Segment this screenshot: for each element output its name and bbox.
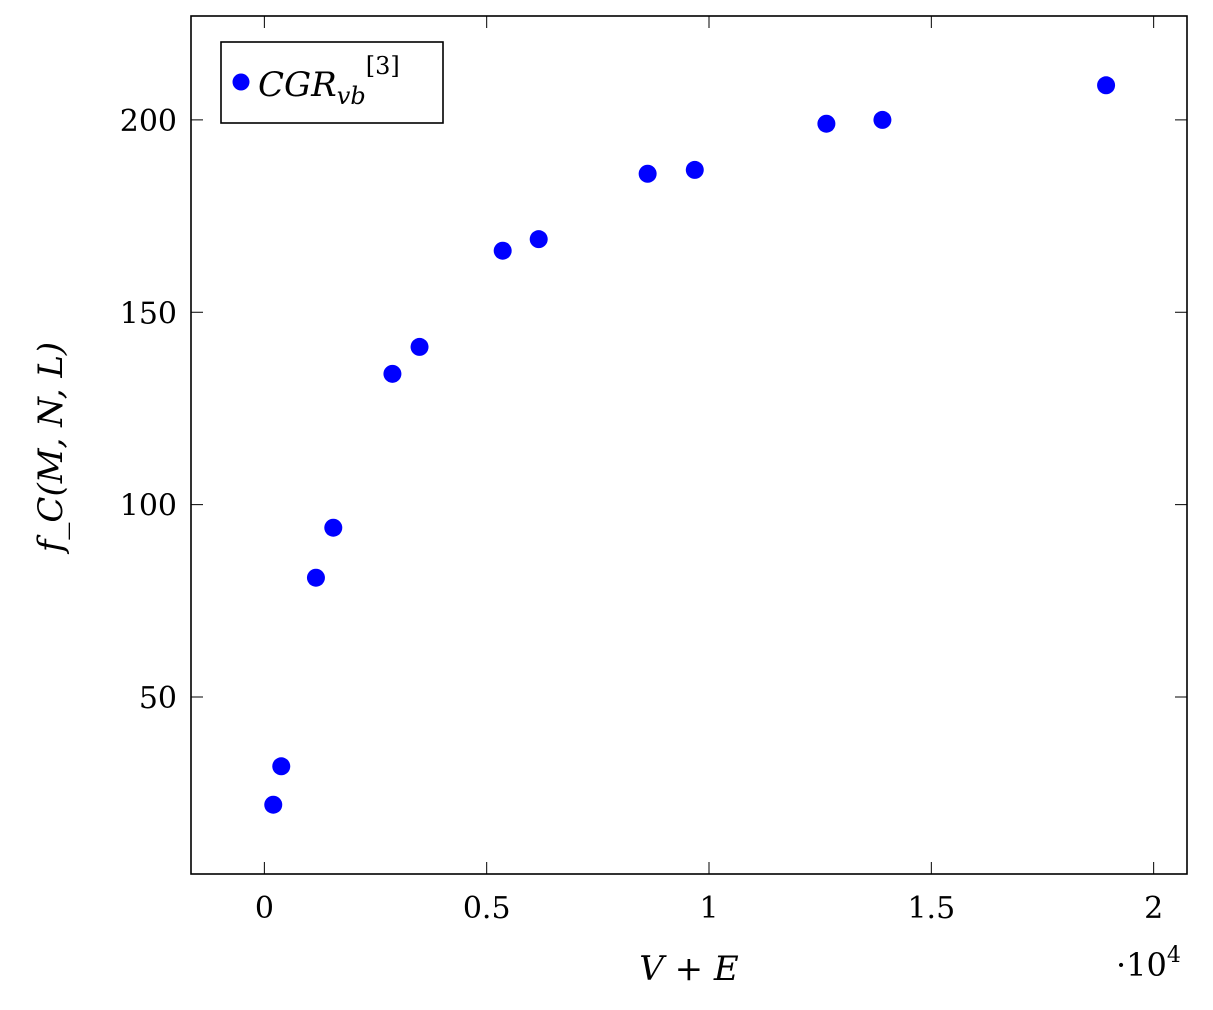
legend-marker xyxy=(232,73,250,91)
data-point xyxy=(493,241,512,260)
data-point xyxy=(383,364,402,383)
data-point xyxy=(638,164,657,183)
data-point xyxy=(272,757,291,776)
legend-entry: CGRvb[3] xyxy=(258,52,400,110)
x-tick-label: 0 xyxy=(255,891,274,926)
data-point xyxy=(324,518,343,537)
y-tick-label: 150 xyxy=(120,296,177,331)
data-point xyxy=(264,795,283,814)
x-tick-label: 1 xyxy=(699,891,718,926)
x-tick-label: 0.5 xyxy=(463,891,511,926)
y-tick-label: 50 xyxy=(139,681,177,716)
x-axis-multiplier-base: ·10 xyxy=(1116,946,1167,984)
y-axis-label: f_C(M, N, L) xyxy=(31,342,71,555)
legend: CGRvb[3] xyxy=(220,41,444,124)
legend-series-name: CGR xyxy=(258,65,337,105)
data-point xyxy=(529,230,548,249)
plot-frame xyxy=(190,15,1188,875)
axis-ticks xyxy=(191,16,1187,874)
data-point xyxy=(410,337,429,356)
legend-subscript: vb xyxy=(337,82,366,110)
y-tick-label: 200 xyxy=(120,104,177,139)
legend-superscript: [3] xyxy=(366,52,400,80)
x-axis-multiplier: ·104 xyxy=(1116,943,1181,984)
data-point xyxy=(306,568,325,587)
y-tick-label: 100 xyxy=(120,489,177,524)
data-point xyxy=(817,114,836,133)
legend-box xyxy=(220,41,444,124)
x-axis-multiplier-exponent: 4 xyxy=(1167,943,1181,968)
data-point xyxy=(873,110,892,129)
x-tick-label: 2 xyxy=(1144,891,1163,926)
data-point xyxy=(1097,76,1116,95)
data-point xyxy=(685,160,704,179)
data-points xyxy=(264,76,1116,814)
x-tick-label: 1.5 xyxy=(907,891,955,926)
x-axis-label: V + E xyxy=(639,949,739,989)
tick-labels: 0 0.5 1 1.5 2 50 100 150 200 xyxy=(120,104,1163,926)
